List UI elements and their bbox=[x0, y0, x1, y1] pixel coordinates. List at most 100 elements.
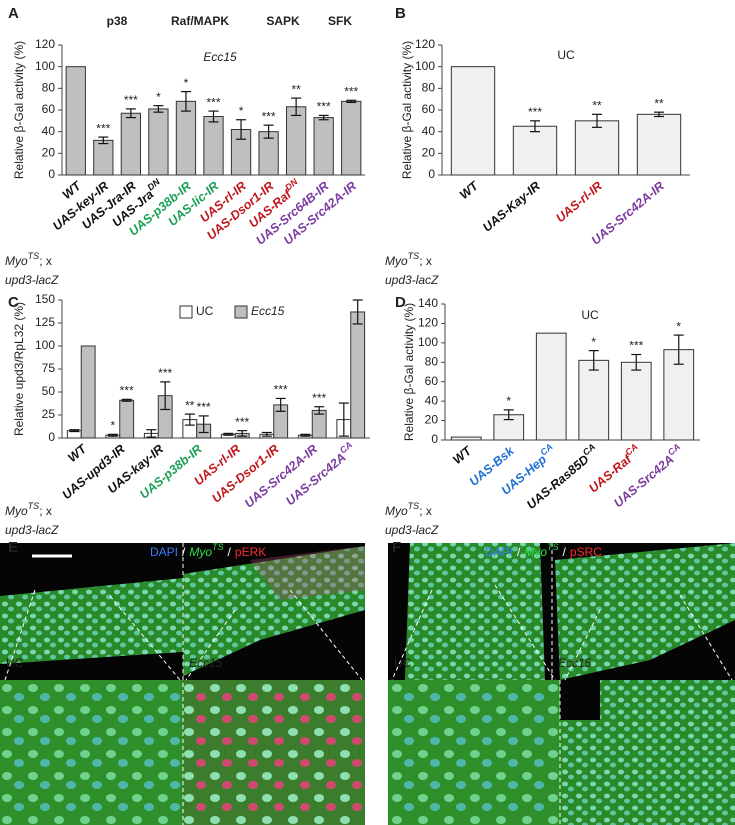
bar bbox=[80, 345, 96, 439]
error-bar bbox=[654, 111, 664, 118]
y-tick-label: 100 bbox=[35, 338, 55, 352]
bar bbox=[341, 100, 362, 176]
panel-letter: B bbox=[395, 5, 406, 22]
bar bbox=[535, 332, 567, 441]
error-bar bbox=[223, 432, 234, 436]
bar bbox=[578, 359, 610, 441]
bar bbox=[450, 66, 496, 176]
bar bbox=[350, 311, 366, 439]
y-tick-label: 40 bbox=[422, 124, 436, 138]
significance: * bbox=[676, 319, 681, 333]
tissue bbox=[0, 578, 183, 664]
genotype-sup: TS bbox=[408, 501, 420, 511]
legend-swatch bbox=[234, 305, 248, 319]
significance: *** bbox=[317, 100, 331, 114]
zoom bbox=[388, 680, 560, 825]
error-bar bbox=[338, 402, 349, 437]
zoom-line bbox=[494, 584, 556, 681]
y-tick-label: 40 bbox=[425, 393, 439, 407]
genotype-cross: ; x bbox=[39, 254, 52, 268]
y-tick-label: 150 bbox=[35, 292, 55, 306]
bar bbox=[285, 106, 307, 176]
stain-part: pSRC bbox=[570, 545, 602, 559]
image-f bbox=[388, 543, 735, 825]
bar bbox=[65, 66, 86, 176]
group-label: Raf/MAPK bbox=[171, 14, 229, 28]
stain-label: DAPI / MyoTS / pERK bbox=[150, 542, 266, 559]
bar bbox=[203, 116, 224, 176]
genotype: MyoTS; x bbox=[385, 501, 432, 518]
error-bar bbox=[673, 334, 684, 365]
y-tick-label: 80 bbox=[422, 81, 436, 95]
significance: ** bbox=[592, 99, 602, 113]
zoom bbox=[0, 680, 183, 825]
y-tick-label: 80 bbox=[42, 81, 56, 95]
stain-part: TS bbox=[547, 542, 559, 552]
significance: *** bbox=[312, 391, 326, 405]
y-tick-label: 25 bbox=[42, 407, 56, 421]
y-tick-label: 75 bbox=[42, 361, 56, 375]
panel-letter: F bbox=[392, 539, 401, 556]
error-bar bbox=[69, 429, 80, 433]
stain-part: / bbox=[228, 545, 232, 559]
bar bbox=[574, 120, 620, 176]
zoom-line bbox=[185, 609, 236, 681]
error-bar bbox=[275, 397, 286, 412]
significance: * bbox=[184, 76, 189, 90]
y-axis-label: Relative β-Gal activity (%) bbox=[400, 41, 414, 179]
genotype-reporter: upd3-lacZ bbox=[5, 523, 59, 537]
x-tick-label: UAS-Ras85DCA bbox=[522, 442, 601, 512]
x-tick-label: WT bbox=[450, 443, 475, 467]
tissue bbox=[405, 543, 545, 680]
legend-label: Ecc15 bbox=[251, 304, 285, 318]
zoom-line bbox=[109, 595, 181, 681]
error-bar bbox=[263, 124, 274, 139]
genotype-cross: ; x bbox=[419, 504, 432, 518]
bar bbox=[636, 113, 682, 176]
y-tick-label: 50 bbox=[42, 384, 56, 398]
genotype-cross: ; x bbox=[39, 504, 52, 518]
significance: ** bbox=[291, 82, 301, 96]
zoom-bg bbox=[560, 680, 600, 720]
y-tick-label: 100 bbox=[415, 59, 435, 73]
stain-part: / bbox=[182, 545, 186, 559]
significance: * bbox=[239, 104, 244, 118]
y-tick-label: 0 bbox=[48, 167, 55, 181]
panel-letter: E bbox=[8, 539, 18, 556]
y-tick-label: 0 bbox=[48, 430, 55, 444]
y-tick-label: 60 bbox=[425, 374, 439, 388]
genotype-reporter: upd3-lacZ bbox=[385, 273, 439, 287]
stain-part: DAPI bbox=[485, 545, 513, 559]
stain-part: / bbox=[517, 545, 521, 559]
legend-swatch bbox=[179, 305, 193, 319]
zoom-line bbox=[391, 589, 433, 681]
genotype-gene: Myo bbox=[385, 504, 408, 518]
y-tick-label: 100 bbox=[35, 59, 55, 73]
stain-part: Myo bbox=[524, 545, 547, 559]
y-axis-label: Relative β-Gal activity (%) bbox=[12, 41, 26, 179]
genotype-reporter: upd3-lacZ bbox=[385, 523, 439, 537]
chart-title: Ecc15 bbox=[203, 50, 237, 64]
chart-title: UC bbox=[581, 308, 599, 322]
significance: *** bbox=[158, 366, 172, 380]
significance: *** bbox=[96, 121, 110, 135]
genotype-reporter: upd3-lacZ bbox=[5, 273, 59, 287]
y-tick-label: 20 bbox=[42, 146, 56, 160]
significance: *** bbox=[235, 415, 249, 429]
bar bbox=[620, 361, 652, 441]
significance: ** bbox=[185, 398, 195, 412]
error-bar bbox=[198, 415, 209, 434]
stain-part: DAPI bbox=[150, 545, 178, 559]
group-label: SFK bbox=[328, 14, 352, 28]
genotype: MyoTS; x bbox=[5, 251, 52, 268]
zoom-line bbox=[289, 589, 363, 681]
category-name: WT bbox=[65, 441, 90, 465]
significance: *** bbox=[274, 383, 288, 397]
chart-title: UC bbox=[557, 48, 575, 62]
tissue bbox=[250, 546, 365, 600]
x-tick-label: UAS-Src42ACA bbox=[610, 442, 687, 511]
group-label: p38 bbox=[107, 14, 128, 28]
error-bar bbox=[208, 110, 219, 123]
y-axis-label: Relative β-Gal activity (%) bbox=[402, 303, 416, 441]
y-tick-label: 140 bbox=[418, 296, 438, 310]
